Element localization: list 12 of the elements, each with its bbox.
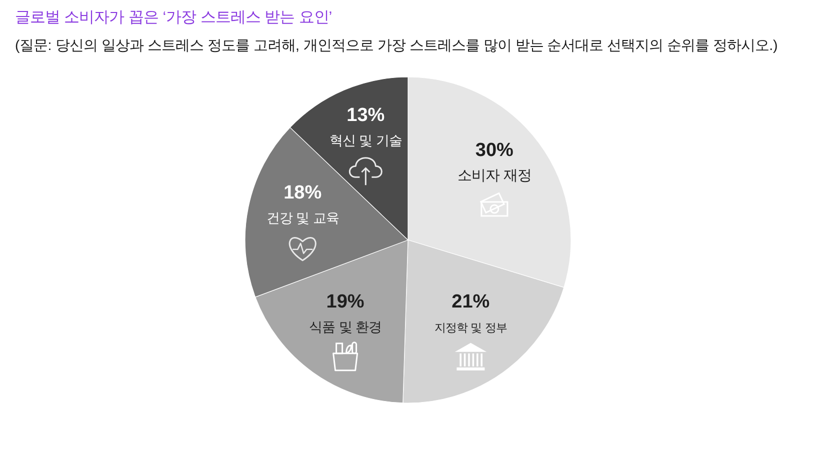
data-label: 18% [284, 182, 322, 204]
slice-label: 소비자 재정 [457, 168, 532, 184]
title: 글로벌 소비자가 꼽은 ‘가장 스트레스 받는 요인’ [15, 9, 332, 26]
data-label: 30% [475, 140, 514, 161]
slice-label: 혁신 및 기술 [329, 133, 402, 148]
slice-label: 건강 및 교육 [266, 210, 339, 226]
data-label: 13% [346, 105, 385, 126]
data-label: 19% [326, 291, 364, 312]
subtitle: (질문: 당신의 일상과 스트레스 정도를 고려해, 개인적으로 가장 스트레스를 많이 받는 순서대로 선택지의 순위를 정하시오.) [15, 38, 778, 54]
data-label: 21% [452, 291, 490, 312]
slice-label: 지정학 및 정부 [434, 322, 507, 334]
slice-label: 식품 및 환경 [309, 319, 382, 334]
